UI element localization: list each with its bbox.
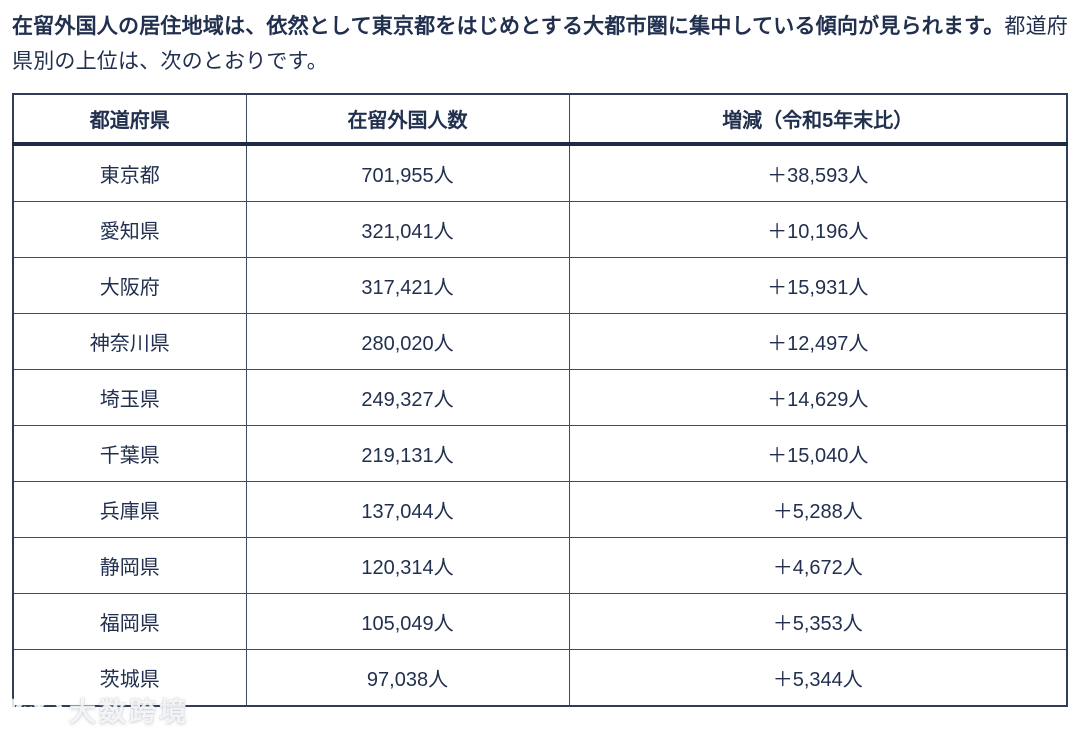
cell-residents: 249,327人 xyxy=(245,369,570,426)
table-row: 福岡県 105,049人 ＋5,353人 xyxy=(12,593,1068,650)
header-prefecture: 都道府県 xyxy=(12,93,247,146)
cell-prefecture: 茨城県 xyxy=(12,649,247,707)
cell-residents: 321,041人 xyxy=(245,201,570,258)
intro-regular-sentence: 都道府県別の上位は、次のとおりです。 xyxy=(12,15,1069,73)
cell-prefecture: 神奈川県 xyxy=(12,313,247,370)
cell-change: ＋15,040人 xyxy=(568,425,1068,482)
cell-prefecture: 千葉県 xyxy=(12,425,247,482)
cell-prefecture: 埼玉県 xyxy=(12,369,247,426)
header-residents: 在留外国人数 xyxy=(245,93,570,146)
table-row: 兵庫県 137,044人 ＋5,288人 xyxy=(12,481,1068,538)
cell-residents: 317,421人 xyxy=(245,257,570,314)
cell-change: ＋12,497人 xyxy=(568,313,1068,370)
table-header: 都道府県 在留外国人数 増減（令和5年末比） xyxy=(12,93,1068,146)
cell-change: ＋5,288人 xyxy=(568,481,1068,538)
table-row: 静岡県 120,314人 ＋4,672人 xyxy=(12,537,1068,594)
cell-change: ＋14,629人 xyxy=(568,369,1068,426)
cell-residents: 120,314人 xyxy=(245,537,570,594)
cell-residents: 219,131人 xyxy=(245,425,570,482)
cell-prefecture: 兵庫県 xyxy=(12,481,247,538)
cell-prefecture: 愛知県 xyxy=(12,201,247,258)
cell-residents: 137,044人 xyxy=(245,481,570,538)
cell-prefecture: 東京都 xyxy=(12,143,247,202)
foreign-residents-table: 都道府県 在留外国人数 増減（令和5年末比） 東京都 701,955人 ＋38,59… xyxy=(12,93,1068,707)
cell-residents: 701,955人 xyxy=(245,143,570,202)
cell-change: ＋5,353人 xyxy=(568,593,1068,650)
table-row: 神奈川県 280,020人 ＋12,497人 xyxy=(12,313,1068,370)
table-body: 東京都 701,955人 ＋38,593人 愛知県 321,041人 ＋10,196人 大阪… xyxy=(12,143,1068,707)
cell-change: ＋10,196人 xyxy=(568,201,1068,258)
header-row: 都道府県 在留外国人数 増減（令和5年末比） xyxy=(12,93,1068,146)
cell-prefecture: 大阪府 xyxy=(12,257,247,314)
cell-residents: 97,038人 xyxy=(245,649,570,707)
cell-change: ＋4,672人 xyxy=(568,537,1068,594)
table-row: 愛知県 321,041人 ＋10,196人 xyxy=(12,201,1068,258)
cell-residents: 105,049人 xyxy=(245,593,570,650)
table-row: 埼玉県 249,327人 ＋14,629人 xyxy=(12,369,1068,426)
table-row: 東京都 701,955人 ＋38,593人 xyxy=(12,143,1068,202)
cell-prefecture: 福岡県 xyxy=(12,593,247,650)
intro-bold-sentence: 在留外国人の居住地域は、依然として東京都をはじめとする大都市圏に集中している傾向… xyxy=(12,15,1005,38)
table-row: 大阪府 317,421人 ＋15,931人 xyxy=(12,257,1068,314)
intro-paragraph: 在留外国人の居住地域は、依然として東京都をはじめとする大都市圏に集中している傾向… xyxy=(0,0,1080,79)
cell-change: ＋5,344人 xyxy=(568,649,1068,707)
cell-residents: 280,020人 xyxy=(245,313,570,370)
table-row: 千葉県 219,131人 ＋15,040人 xyxy=(12,425,1068,482)
cell-prefecture: 静岡県 xyxy=(12,537,247,594)
header-change: 増減（令和5年末比） xyxy=(568,93,1068,146)
table-row: 茨城県 97,038人 ＋5,344人 xyxy=(12,649,1068,707)
cell-change: ＋15,931人 xyxy=(568,257,1068,314)
cell-change: ＋38,593人 xyxy=(568,143,1068,202)
